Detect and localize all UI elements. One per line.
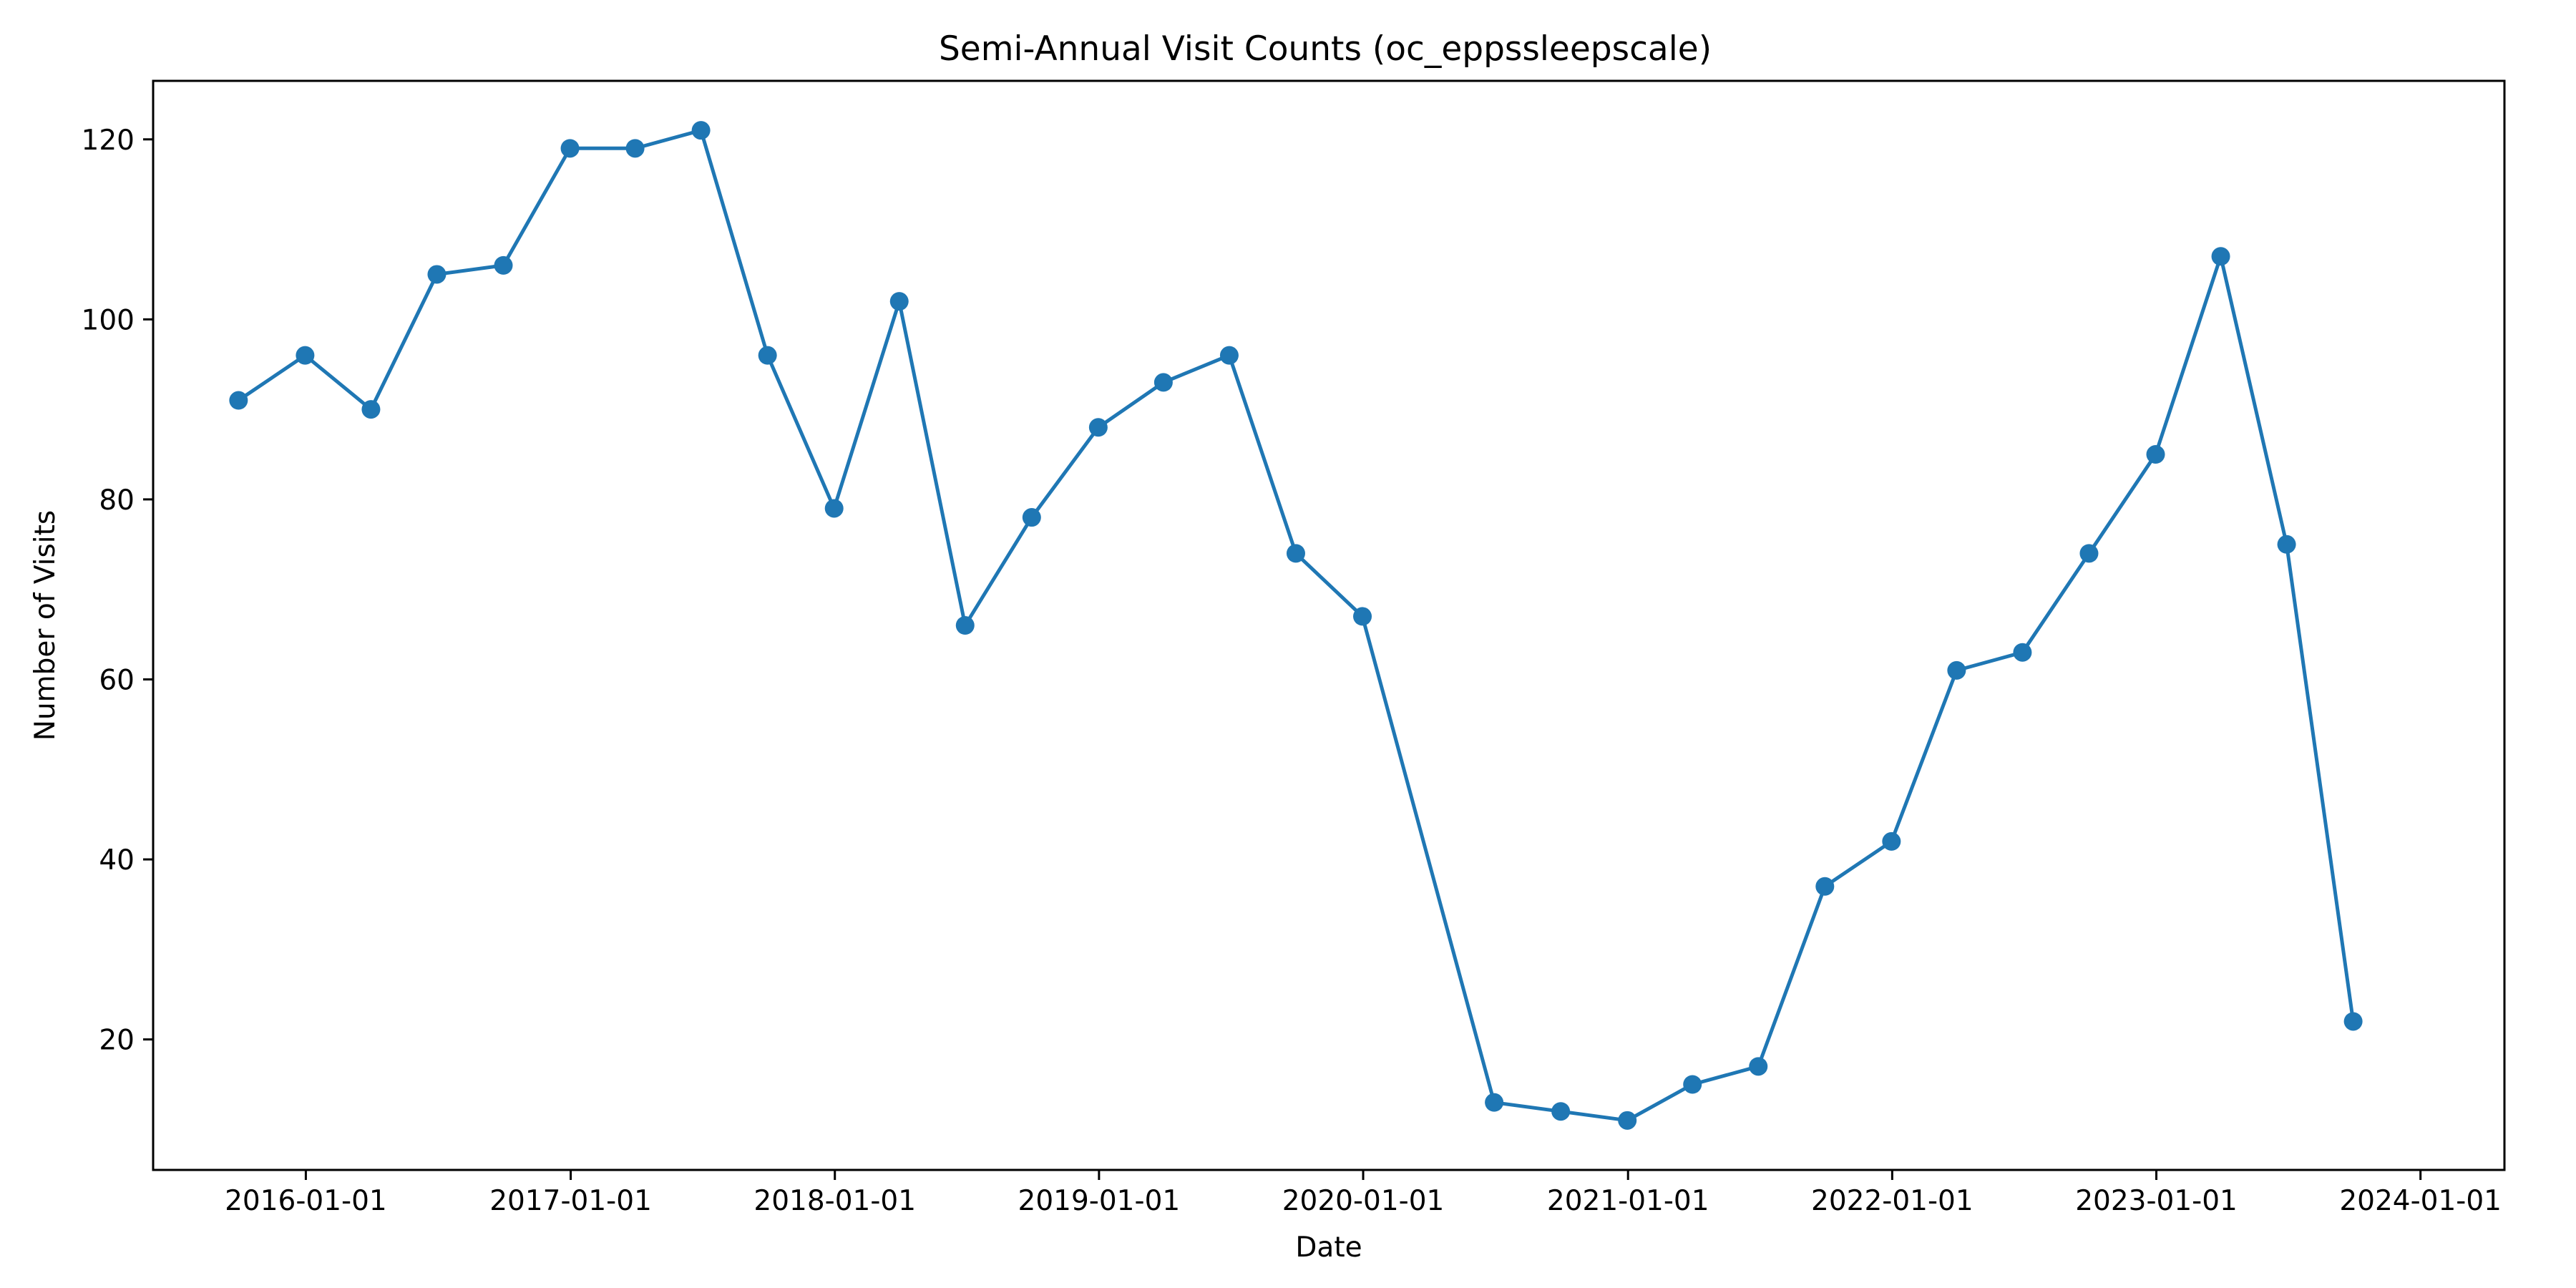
series-points	[229, 121, 2363, 1130]
series-line	[236, 128, 2356, 1123]
data-point	[1353, 607, 1372, 626]
data-point	[824, 499, 844, 518]
data-point	[2146, 445, 2165, 464]
data-point	[560, 139, 580, 158]
data-point	[1683, 1075, 1702, 1094]
x-axis-label: Date	[1295, 1231, 1362, 1264]
data-point	[1286, 544, 1305, 563]
y-tick-label: 100	[82, 304, 135, 336]
y-tick-label: 80	[99, 484, 135, 517]
plot-frame	[152, 79, 2506, 1171]
y-tick-label: 40	[99, 844, 135, 877]
x-tick-label: 2021-01-01	[1547, 1185, 1709, 1217]
data-point	[1618, 1111, 1637, 1130]
data-point	[1022, 508, 1041, 527]
data-point	[1749, 1057, 1768, 1076]
data-point	[1219, 346, 1239, 365]
y-axis: 20 40 60 80 100 120	[82, 125, 153, 1057]
data-point	[1153, 373, 1173, 392]
x-tick-label: 2020-01-01	[1282, 1185, 1445, 1217]
x-tick-label: 2022-01-01	[1811, 1185, 1974, 1217]
data-point	[494, 255, 513, 275]
data-point	[229, 391, 248, 410]
chart-title: Semi-Annual Visit Counts (oc_eppssleepsc…	[939, 29, 1712, 69]
x-tick-label: 2016-01-01	[225, 1185, 387, 1217]
x-tick-label: 2024-01-01	[2339, 1185, 2502, 1217]
data-point	[2211, 247, 2230, 266]
data-point	[1485, 1093, 1504, 1112]
y-tick-label: 20	[99, 1025, 135, 1057]
data-point	[296, 346, 315, 365]
data-point	[2079, 544, 2099, 563]
data-point	[1088, 418, 1108, 437]
data-point	[691, 121, 711, 140]
data-point	[955, 616, 975, 635]
data-point	[1947, 660, 1966, 680]
x-tick-label: 2019-01-01	[1018, 1185, 1181, 1217]
x-axis: 2016-01-01 2017-01-01 2018-01-01 2019-01-01…	[225, 1170, 2502, 1217]
data-point	[2277, 535, 2296, 554]
y-axis-label: Number of Visits	[29, 510, 62, 741]
data-point	[2343, 1012, 2363, 1031]
data-point	[1551, 1102, 1571, 1121]
data-point	[361, 400, 381, 419]
x-tick-label: 2017-01-01	[489, 1185, 652, 1217]
data-point	[427, 265, 447, 284]
data-point	[1815, 877, 1835, 896]
y-tick-label: 60	[99, 664, 135, 696]
data-point	[1882, 831, 1901, 851]
data-point	[625, 139, 645, 158]
y-tick-label: 120	[82, 125, 135, 157]
data-point	[2013, 643, 2032, 662]
data-point	[758, 346, 777, 365]
data-point	[889, 292, 909, 311]
x-tick-label: 2018-01-01	[753, 1185, 916, 1217]
x-tick-label: 2023-01-01	[2075, 1185, 2238, 1217]
